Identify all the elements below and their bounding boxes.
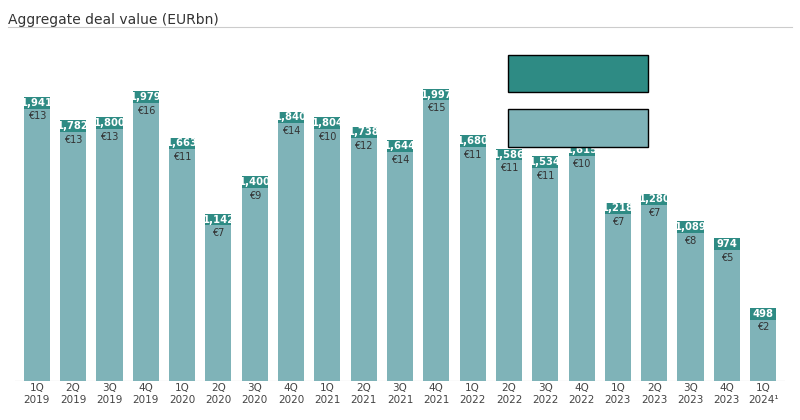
Text: €11: €11: [536, 171, 554, 181]
Text: €14: €14: [282, 126, 300, 136]
Bar: [423, 89, 450, 381]
Bar: [459, 135, 486, 381]
Bar: [569, 144, 594, 381]
Text: €12: €12: [354, 141, 373, 151]
Text: €10: €10: [318, 131, 337, 142]
Bar: [678, 221, 704, 381]
Bar: [24, 97, 50, 109]
Bar: [133, 91, 159, 103]
Text: €7: €7: [212, 228, 225, 238]
Text: €9: €9: [249, 191, 261, 201]
Bar: [206, 214, 231, 381]
Text: €2: €2: [757, 323, 770, 333]
Bar: [678, 221, 704, 233]
Text: Deal Value: Deal Value: [542, 122, 614, 134]
Text: 498: 498: [753, 309, 774, 319]
Text: €13: €13: [64, 135, 82, 145]
Text: 1,089: 1,089: [674, 222, 706, 232]
Bar: [24, 97, 50, 381]
Text: €5: €5: [721, 253, 733, 263]
Text: €7: €7: [612, 217, 624, 227]
Bar: [605, 202, 631, 381]
Bar: [714, 238, 740, 250]
Bar: [714, 238, 740, 381]
Bar: [496, 149, 522, 381]
Text: €11: €11: [463, 150, 482, 160]
Text: €10: €10: [573, 159, 590, 169]
Text: 1,941: 1,941: [21, 98, 53, 108]
Text: Aggregate deal value (EURbn): Aggregate deal value (EURbn): [8, 13, 218, 26]
Bar: [314, 117, 341, 381]
Text: 1,840: 1,840: [275, 113, 307, 123]
Text: €7: €7: [648, 208, 661, 218]
Text: 1,586: 1,586: [493, 150, 525, 160]
Text: 974: 974: [717, 239, 738, 249]
Bar: [350, 126, 377, 381]
Bar: [569, 144, 594, 156]
Text: €13: €13: [28, 111, 46, 121]
Bar: [278, 112, 304, 381]
Text: €11: €11: [500, 163, 518, 173]
Bar: [496, 149, 522, 160]
Text: €14: €14: [391, 155, 409, 165]
Text: 1,400: 1,400: [238, 177, 270, 187]
Text: 1,800: 1,800: [94, 118, 126, 129]
Text: 1,782: 1,782: [58, 121, 89, 131]
Bar: [532, 156, 558, 381]
Text: €8: €8: [685, 236, 697, 246]
Text: 1,804: 1,804: [311, 118, 343, 128]
Bar: [750, 308, 776, 381]
Text: 1,280: 1,280: [638, 194, 670, 205]
Bar: [314, 117, 341, 129]
Bar: [423, 89, 450, 100]
Text: 1,663: 1,663: [166, 138, 198, 148]
Bar: [387, 140, 413, 381]
Text: €11: €11: [173, 152, 191, 162]
Text: 1,644: 1,644: [384, 141, 416, 151]
Bar: [206, 214, 231, 226]
Text: 1,534: 1,534: [530, 157, 562, 167]
Bar: [169, 137, 195, 149]
Bar: [750, 308, 776, 320]
Bar: [133, 91, 159, 381]
Bar: [242, 176, 268, 381]
Bar: [459, 135, 486, 147]
Bar: [605, 202, 631, 214]
Bar: [96, 118, 122, 381]
Text: 1,997: 1,997: [421, 89, 452, 100]
Text: €13: €13: [100, 132, 118, 142]
Text: 1,218: 1,218: [602, 203, 634, 213]
Bar: [387, 140, 413, 152]
Text: Deal Volume: Deal Volume: [537, 67, 619, 80]
Text: 1,142: 1,142: [202, 215, 234, 225]
Bar: [641, 194, 667, 205]
Bar: [532, 156, 558, 168]
Bar: [60, 120, 86, 132]
Text: €16: €16: [137, 106, 155, 116]
Text: 1,738: 1,738: [348, 127, 379, 137]
Bar: [242, 176, 268, 188]
Text: 1,979: 1,979: [130, 92, 162, 102]
Bar: [278, 112, 304, 123]
Text: 1,615: 1,615: [566, 145, 598, 155]
Bar: [169, 137, 195, 381]
Text: €15: €15: [427, 103, 446, 113]
Bar: [60, 120, 86, 381]
Bar: [641, 194, 667, 381]
Bar: [350, 126, 377, 138]
Text: 1,680: 1,680: [457, 136, 489, 146]
Bar: [96, 118, 122, 129]
